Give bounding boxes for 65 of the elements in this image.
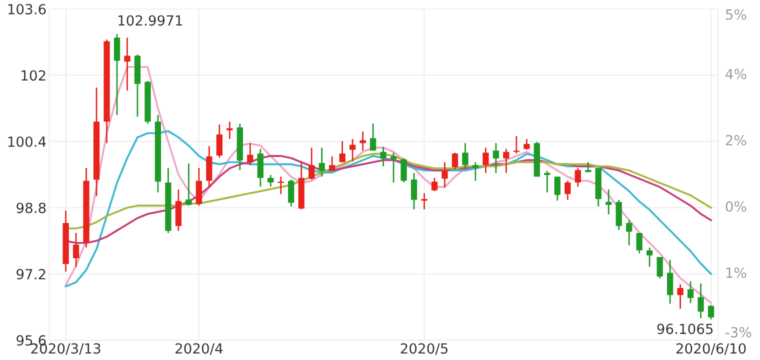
candlestick	[360, 130, 366, 152]
candlestick	[278, 176, 284, 195]
candlestick	[646, 246, 653, 268]
candlestick	[370, 122, 376, 152]
y-tick-label: 102	[22, 70, 46, 81]
candlestick	[472, 161, 479, 182]
candlestick	[114, 33, 120, 116]
x-tick-label: 2020/5	[400, 343, 448, 355]
y-tick-label: 103.6	[8, 4, 46, 14]
candlestick	[216, 124, 222, 158]
y-tick-label: 100.4	[8, 136, 46, 147]
text: 5%	[726, 9, 746, 20]
text: 0%	[726, 201, 746, 212]
candlestick	[72, 232, 80, 268]
candlestick	[124, 36, 130, 92]
line-series	[64, 66, 712, 304]
text: 2%	[726, 135, 746, 146]
candlestick	[410, 172, 418, 210]
annotation: 96.1065	[657, 324, 713, 334]
candlestick	[626, 219, 632, 246]
candlestick	[554, 176, 560, 202]
candlestick	[226, 120, 233, 140]
candlestick	[564, 180, 571, 201]
candlestick	[349, 138, 356, 162]
candlestick	[666, 259, 674, 304]
candlestick	[524, 138, 530, 150]
candlestick	[390, 152, 397, 184]
candlestick	[421, 192, 428, 210]
candlestick	[708, 304, 714, 320]
y-tick-label: 98.8	[16, 202, 46, 214]
candlestick	[687, 280, 694, 304]
candlestick	[339, 140, 346, 163]
line-series	[64, 130, 712, 288]
candlestick	[492, 142, 500, 174]
text: 1%	[726, 267, 746, 278]
candlestick	[247, 142, 254, 166]
candlestick	[574, 167, 581, 188]
candlestick	[513, 135, 520, 154]
candlestick	[503, 148, 510, 174]
candlestick	[288, 178, 294, 208]
candlestick	[186, 162, 192, 206]
candlestick	[656, 256, 663, 280]
text: -3%	[726, 327, 752, 338]
candlestick	[452, 152, 458, 170]
candlestick	[462, 142, 468, 169]
candlestick	[318, 146, 325, 178]
annotation: 102.9971	[118, 15, 182, 26]
candlestick	[196, 167, 202, 206]
y-tick-label: 97.2	[16, 268, 46, 280]
candlestick	[380, 146, 386, 168]
candlestick	[606, 188, 612, 216]
candlestick	[544, 170, 550, 194]
x-tick-label: 2020/6/10	[676, 343, 746, 355]
candlestick	[698, 282, 704, 319]
candlestick	[677, 284, 684, 310]
candlestick	[400, 157, 407, 184]
candlestick	[442, 161, 448, 188]
text: 4%	[726, 68, 746, 80]
candlestick	[431, 177, 438, 192]
candlestick	[329, 156, 336, 172]
candlestick	[636, 232, 642, 254]
candlestick	[482, 146, 489, 174]
candlestick	[308, 146, 315, 180]
candlestick	[268, 174, 274, 188]
x-tick-label: 2020/4	[176, 343, 223, 355]
